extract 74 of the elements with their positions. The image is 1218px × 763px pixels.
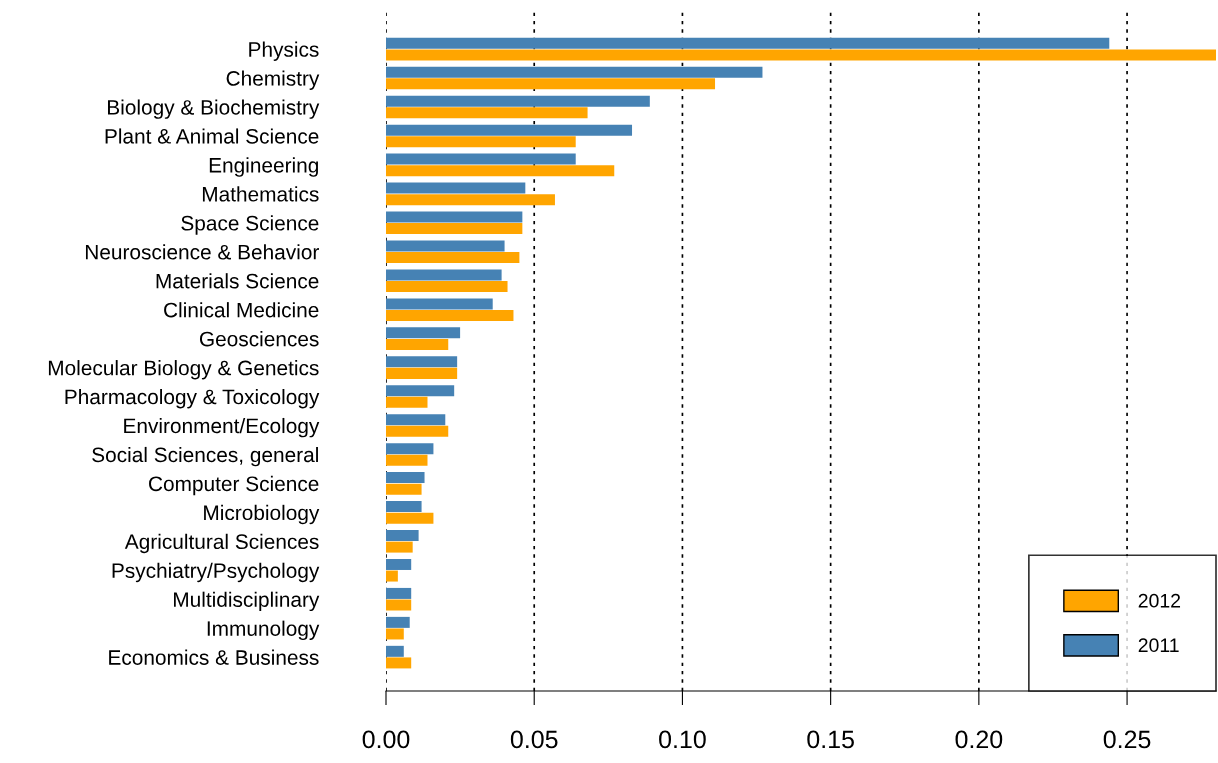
bar	[386, 281, 508, 293]
bar	[386, 252, 520, 264]
bar	[386, 66, 763, 78]
y-tick-label: Chemistry	[226, 70, 320, 90]
y-tick-label: Materials Science	[156, 273, 319, 289]
bar	[386, 483, 422, 495]
bar	[386, 182, 526, 194]
y-tick-label: Computer Science	[149, 475, 319, 496]
bar	[386, 165, 615, 177]
bar	[386, 107, 588, 119]
y-tick-label: Biology & Biochemistry	[108, 99, 320, 119]
bar	[386, 512, 434, 524]
bar	[386, 49, 1216, 61]
x-tick-label: 0.25	[1103, 730, 1151, 749]
x-tick-label: 0.10	[659, 730, 706, 749]
bar	[386, 599, 412, 611]
y-tick-label: Economics & Business	[109, 649, 319, 665]
bar	[386, 587, 412, 599]
bar	[386, 443, 434, 455]
y-tick-label: Social Sciences, general	[92, 446, 318, 467]
bar	[386, 95, 650, 107]
bar	[386, 269, 502, 281]
bar	[386, 616, 410, 628]
bar	[386, 645, 404, 657]
bar	[386, 396, 428, 408]
y-tick-label: Multidisciplinary	[174, 591, 320, 612]
bar	[386, 338, 449, 350]
legend-label: 2011	[1138, 638, 1179, 653]
bar	[386, 501, 422, 513]
y-tick-label: Clinical Medicine	[164, 302, 319, 318]
bar	[386, 425, 449, 437]
bar	[386, 223, 523, 235]
bar	[386, 124, 633, 136]
bar	[386, 37, 1110, 49]
y-tick-label: Agricultural Sciences	[124, 533, 319, 554]
y-tick-label: Physics	[249, 41, 319, 61]
bar	[386, 657, 412, 669]
bar	[386, 240, 505, 252]
x-tick-label: 0.05	[510, 730, 558, 749]
bar	[386, 194, 555, 206]
bar	[386, 211, 523, 223]
x-tick-label: 0.00	[362, 730, 410, 749]
bar	[386, 367, 458, 379]
bar	[386, 298, 493, 310]
y-tick-label: Engineering	[209, 157, 318, 177]
bar	[386, 153, 576, 165]
y-tick-label: Psychiatry/Psychology	[112, 562, 320, 583]
bar	[386, 356, 458, 368]
y-tick-label: Space Science	[181, 215, 319, 235]
bar	[386, 78, 716, 90]
y-tick-label: Environment/Ecology	[124, 417, 320, 438]
y-tick-label: Molecular Biology & Genetics	[48, 360, 319, 380]
y-tick-label: Microbiology	[204, 504, 320, 525]
bar	[386, 558, 412, 570]
y-tick-label: Mathematics	[202, 186, 319, 202]
bar	[386, 454, 428, 466]
x-tick-label: 0.20	[955, 730, 1003, 749]
y-tick-label: Geosciences	[199, 331, 319, 347]
y-tick-label: Neuroscience & Behavior	[85, 244, 319, 260]
bar	[386, 385, 455, 397]
x-tick-label: 0.15	[807, 730, 854, 749]
y-tick-label: Pharmacology & Toxicology	[65, 388, 320, 409]
bar	[386, 541, 413, 553]
bar	[386, 570, 398, 582]
legend-label: 2012	[1138, 593, 1181, 608]
bar	[386, 327, 461, 339]
y-tick-label: Immunology	[207, 620, 320, 641]
y-tick-label: Plant & Animal Science	[105, 128, 319, 144]
bar	[386, 414, 446, 426]
bar	[386, 628, 404, 640]
bar	[386, 472, 425, 484]
bar	[386, 309, 514, 321]
bar	[386, 136, 576, 148]
bar	[386, 530, 419, 542]
